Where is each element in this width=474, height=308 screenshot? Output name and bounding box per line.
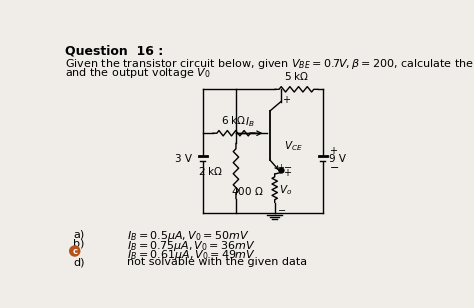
Text: Question  16 :: Question 16 : — [65, 45, 164, 58]
Text: +: + — [277, 164, 284, 172]
Text: $I_B = 0.75\mu A, V_0 = 36mV$: $I_B = 0.75\mu A, V_0 = 36mV$ — [128, 239, 256, 253]
Text: $I_B$: $I_B$ — [245, 115, 255, 128]
Text: 3 V: 3 V — [175, 154, 192, 164]
Text: 2 k$\Omega$: 2 k$\Omega$ — [198, 165, 224, 177]
Text: $I_B = 0.5\mu A, V_0 = 50mV$: $I_B = 0.5\mu A, V_0 = 50mV$ — [128, 229, 250, 243]
Text: and the output voltage $V_0$: and the output voltage $V_0$ — [65, 66, 211, 80]
Text: $-$: $-$ — [277, 204, 286, 214]
Text: +: + — [283, 168, 291, 178]
Text: 400 $\Omega$: 400 $\Omega$ — [231, 185, 264, 197]
Circle shape — [70, 246, 80, 256]
Text: c: c — [72, 246, 77, 256]
Text: $I_B = 0.61\mu A, V_0 = 49mV$: $I_B = 0.61\mu A, V_0 = 49mV$ — [128, 248, 256, 262]
Text: 6 k$\Omega$: 6 k$\Omega$ — [221, 114, 246, 126]
Text: 9 V: 9 V — [329, 154, 346, 164]
Text: +: + — [283, 95, 291, 105]
Text: $V_o$: $V_o$ — [279, 183, 292, 197]
Text: not solvable with the given data: not solvable with the given data — [128, 257, 308, 267]
Text: +: + — [329, 146, 337, 156]
Text: b): b) — [73, 239, 84, 249]
Text: Given the transistor circuit below, given $V_{BE} = 0.7V, \beta = 200$, calculat: Given the transistor circuit below, give… — [65, 57, 474, 71]
Text: a): a) — [73, 229, 84, 239]
Text: $V_{CE}$: $V_{CE}$ — [284, 139, 303, 153]
Text: $-$: $-$ — [329, 161, 339, 171]
Text: $-$: $-$ — [283, 161, 292, 171]
Text: d): d) — [73, 257, 85, 267]
Text: 5 k$\Omega$: 5 k$\Omega$ — [284, 71, 309, 82]
